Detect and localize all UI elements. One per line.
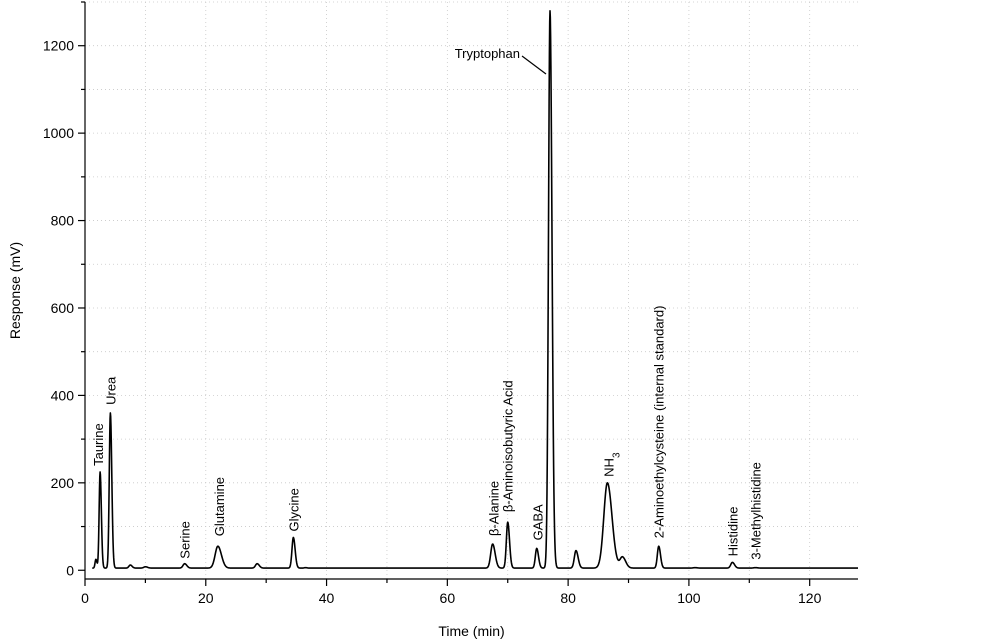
y-tick-label: 400 bbox=[51, 387, 75, 403]
y-tick-label: 800 bbox=[51, 213, 75, 229]
peak-label: 2-Aminoethylcysteine (internal standard) bbox=[652, 306, 667, 539]
x-tick-label: 40 bbox=[319, 590, 335, 606]
peak-label: GABA bbox=[531, 504, 546, 540]
x-tick-label: 80 bbox=[560, 590, 576, 606]
y-tick-label: 1200 bbox=[43, 38, 74, 54]
peak-label: Taurine bbox=[91, 423, 106, 466]
peak-label: 3-Methylhistidine bbox=[748, 462, 763, 560]
y-tick-label: 1000 bbox=[43, 125, 74, 141]
grid bbox=[85, 1, 858, 579]
peak-leader-line bbox=[521, 55, 547, 75]
peak-label: NH3 bbox=[601, 452, 622, 477]
y-ticks: 0 200 400 600 800 1000 1200 bbox=[43, 1, 85, 578]
peak-label-subscript: 3 bbox=[611, 452, 622, 458]
y-tick-label: 0 bbox=[66, 562, 74, 578]
peak-labels: Taurine Urea Serine Glutamine Glycine β-Alani… bbox=[91, 46, 763, 560]
x-axis-title: Time (min) bbox=[438, 623, 504, 639]
peak-label: Serine bbox=[178, 521, 193, 559]
peak-label: Histidine bbox=[725, 507, 740, 557]
x-tick-label: 100 bbox=[677, 590, 701, 606]
axes bbox=[84, 2, 858, 580]
x-tick-label: 120 bbox=[798, 590, 822, 606]
peak-label: Glutamine bbox=[212, 477, 227, 536]
peak-label: Glycine bbox=[286, 488, 301, 531]
peak-label: Tryptophan bbox=[455, 46, 520, 61]
x-ticks: 0 20 40 60 80 100 120 bbox=[81, 579, 822, 606]
x-tick-label: 20 bbox=[198, 590, 214, 606]
x-tick-label: 60 bbox=[440, 590, 456, 606]
y-tick-label: 600 bbox=[51, 300, 75, 316]
peak-label: Urea bbox=[103, 376, 118, 405]
chromatogram-trace bbox=[91, 9, 859, 569]
y-tick-label: 200 bbox=[51, 475, 75, 491]
peak-label: β-Alanine bbox=[487, 481, 502, 536]
peak-label: β-Aminoisobutyric Acid bbox=[501, 380, 516, 512]
x-tick-label: 0 bbox=[81, 590, 89, 606]
y-axis-title: Response (mV) bbox=[7, 242, 23, 339]
